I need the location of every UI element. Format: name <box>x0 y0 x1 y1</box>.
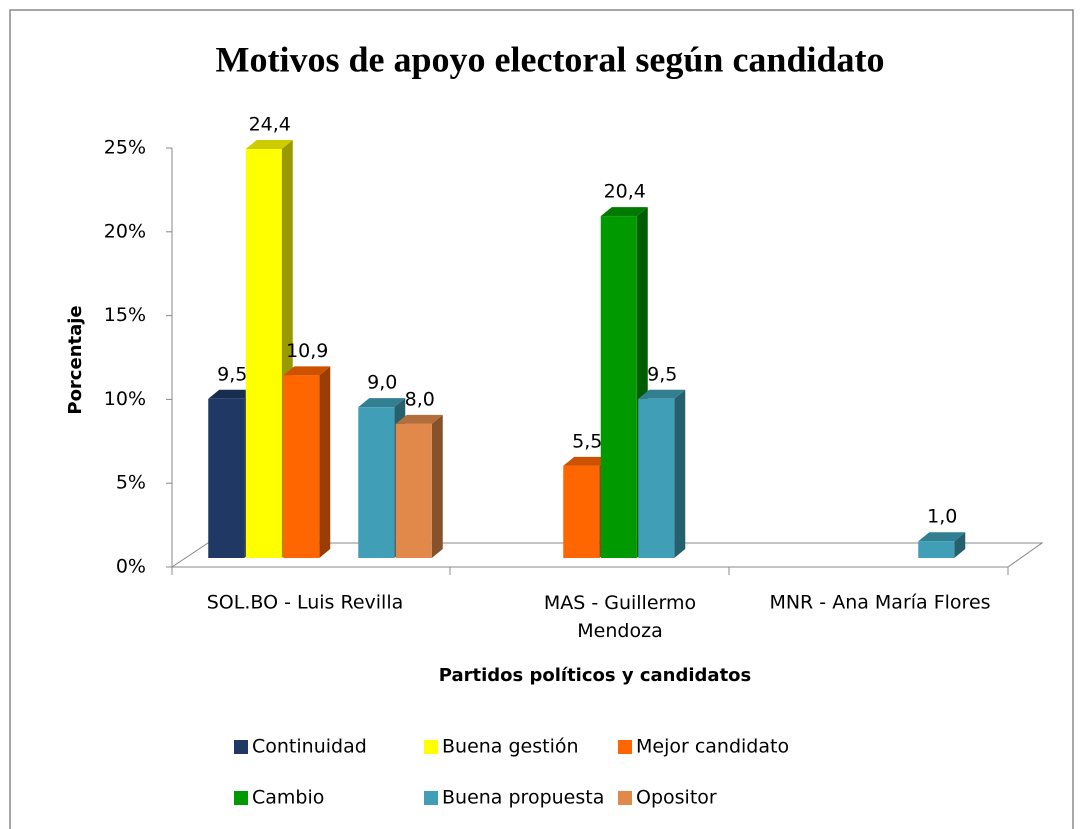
y-tick-label: 0% <box>116 556 146 578</box>
legend-label: Cambio <box>252 787 324 809</box>
bar <box>283 366 331 558</box>
bar-top <box>563 456 611 466</box>
x-tick-label: MNR - Ana María Flores <box>769 592 990 614</box>
value-label: 9,5 <box>647 363 677 385</box>
legend-swatch <box>618 791 632 805</box>
bar-front <box>918 541 955 558</box>
x-axis-label: Partidos políticos y candidatos <box>439 665 752 686</box>
bar-top <box>358 398 406 408</box>
bar <box>918 532 966 558</box>
legend-swatch <box>234 740 248 754</box>
y-tick-label: 5% <box>116 472 146 494</box>
bar-top <box>600 207 648 217</box>
bar-side <box>319 366 331 558</box>
chart-frame <box>9 9 1074 829</box>
bar-side <box>954 532 966 558</box>
legend-swatch <box>234 791 248 805</box>
bar-front <box>563 465 600 558</box>
bar-top <box>283 366 331 376</box>
bar <box>395 414 443 558</box>
bar <box>600 207 648 558</box>
x-tick-line: MAS - Guillermo <box>544 592 696 614</box>
bar-front <box>600 216 637 558</box>
bar-front <box>208 398 245 558</box>
bar-side <box>431 414 443 558</box>
value-label: 20,4 <box>604 181 646 203</box>
bar <box>638 389 686 558</box>
x-tick-label: MAS - Guillermo Mendoza <box>544 592 696 642</box>
value-label: 9,0 <box>367 372 397 394</box>
value-label: 10,9 <box>286 340 328 362</box>
x-tick-line: Mendoza <box>577 620 662 642</box>
bar-front <box>283 375 320 558</box>
bar <box>245 140 293 558</box>
legend-label: Opositor <box>636 787 717 809</box>
bar-side <box>674 389 686 558</box>
y-tick-label: 15% <box>104 304 146 326</box>
y-axis-label: Porcentaje <box>65 305 86 414</box>
bar-top <box>638 389 686 399</box>
legend-swatch <box>424 740 438 754</box>
legend-swatch <box>618 740 632 754</box>
legend-label: Buena propuesta <box>442 787 604 809</box>
bar-top <box>918 532 966 542</box>
bar-front <box>245 149 282 558</box>
legend-label: Mejor candidato <box>636 736 789 758</box>
value-label: 8,0 <box>405 388 435 410</box>
bar-top <box>395 414 443 424</box>
bar-top <box>208 389 256 399</box>
bar-front <box>395 423 432 558</box>
y-tick-label: 25% <box>104 137 146 159</box>
bar-front <box>358 407 395 558</box>
y-tick-label: 10% <box>104 388 146 410</box>
legend-swatch <box>424 791 438 805</box>
legend-label: Continuidad <box>252 736 367 758</box>
y-tick-label: 20% <box>104 220 146 242</box>
legend-label: Buena gestión <box>442 736 579 758</box>
bar-top <box>245 140 293 150</box>
value-label: 5,5 <box>572 430 602 452</box>
bar-front <box>638 398 675 558</box>
value-label: 9,5 <box>217 363 247 385</box>
value-label: 1,0 <box>927 506 957 528</box>
value-label: 24,4 <box>249 114 291 136</box>
chart-title: Motivos de apoyo electoral según candida… <box>216 39 885 79</box>
x-tick-label: SOL.BO - Luis Revilla <box>207 592 404 614</box>
